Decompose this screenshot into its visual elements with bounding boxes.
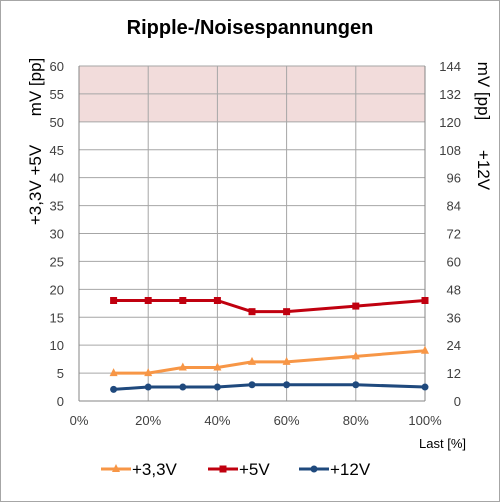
right-y-tick-label: 120 bbox=[439, 115, 461, 130]
series-33V-point bbox=[213, 362, 222, 371]
series-33V-point bbox=[282, 356, 291, 365]
left-y-tick-label: 60 bbox=[50, 59, 64, 74]
left-y-tick-label: 5 bbox=[57, 366, 64, 381]
series-12V-point bbox=[352, 381, 360, 389]
legend: +3,3V +5V +12V bbox=[101, 460, 371, 479]
right-y-tick-label: 0 bbox=[454, 394, 461, 409]
legend-label: +12V bbox=[330, 460, 371, 479]
right-y-tick-label: 84 bbox=[447, 199, 461, 214]
left-y-tick-label: 35 bbox=[50, 199, 64, 214]
series-12V-line bbox=[113, 383, 426, 391]
x-tick-label: 40% bbox=[204, 413, 230, 428]
series-12V-point bbox=[213, 383, 221, 391]
chart-title: Ripple-/Noisespannungen bbox=[127, 17, 374, 39]
series-12V-point bbox=[248, 381, 256, 389]
left-y-tick-label: 30 bbox=[50, 227, 64, 242]
left-y-tick-label: 15 bbox=[50, 310, 64, 325]
series-12V-point bbox=[421, 383, 429, 391]
x-tick-label: 60% bbox=[274, 413, 300, 428]
series-33V-point bbox=[248, 356, 256, 365]
right-y-tick-label: 24 bbox=[447, 338, 461, 353]
x-tick-label: 20% bbox=[135, 413, 161, 428]
right-y-tick-label: 108 bbox=[439, 143, 461, 158]
right-axis-label-bottom: +12V bbox=[474, 150, 493, 191]
legend-label: +5V bbox=[239, 460, 270, 479]
right-y-tick-label: 96 bbox=[447, 171, 461, 186]
left-y-tick-label: 55 bbox=[50, 87, 64, 102]
series-33V-point bbox=[144, 368, 153, 377]
legend-label: +3,3V bbox=[132, 460, 178, 479]
right-y-tick-label: 60 bbox=[447, 254, 461, 269]
series-5V-point bbox=[179, 297, 187, 304]
series-5V-point bbox=[213, 297, 221, 304]
x-tick-label: 100% bbox=[408, 413, 442, 428]
right-y-tick-label: 72 bbox=[447, 227, 461, 242]
x-ticks: 0% 20% 40% 60% 80% 100% bbox=[70, 413, 442, 428]
left-y-tick-label: 20 bbox=[50, 282, 64, 297]
series-layer bbox=[109, 297, 429, 393]
left-y-tick-label: 45 bbox=[50, 143, 64, 158]
series-5V-line bbox=[113, 299, 426, 314]
left-y-tick-label: 25 bbox=[50, 254, 64, 269]
gridlines bbox=[78, 65, 426, 402]
series-33V-line bbox=[113, 349, 426, 375]
left-axis-label-bottom: +3,3V +5V bbox=[26, 144, 45, 225]
left-y-tick-label: 0 bbox=[57, 394, 64, 409]
series-33V-point bbox=[351, 351, 360, 360]
series-12V-point bbox=[110, 385, 118, 393]
series-12V-point bbox=[144, 383, 152, 391]
series-33V-point bbox=[109, 368, 118, 377]
legend-marker bbox=[112, 464, 120, 472]
series-33V-point bbox=[178, 362, 187, 371]
x-tick-label: 80% bbox=[343, 413, 369, 428]
series-12V-point bbox=[283, 381, 291, 389]
right-y-tick-label: 48 bbox=[447, 282, 461, 297]
left-y-tick-label: 10 bbox=[50, 338, 64, 353]
series-12V-point bbox=[179, 383, 187, 391]
series-5V-point bbox=[248, 308, 256, 316]
right-y-tick-label: 144 bbox=[439, 59, 461, 74]
series-5V-point bbox=[352, 302, 360, 310]
x-axis-label: Last [%] bbox=[419, 436, 466, 451]
left-y-tick-label: 40 bbox=[50, 171, 64, 186]
x-tick-label: 0% bbox=[70, 413, 89, 428]
plot-axes bbox=[78, 66, 426, 402]
legend-marker bbox=[310, 465, 318, 473]
left-y-ticks: 0 5 10 15 20 25 30 35 40 45 50 55 60 bbox=[50, 59, 64, 409]
right-y-ticks: 0 12 24 36 48 60 72 84 96 108 120 132 144 bbox=[439, 59, 461, 409]
right-y-tick-label: 132 bbox=[439, 87, 461, 102]
right-y-tick-label: 36 bbox=[447, 310, 461, 325]
series-5V-point bbox=[283, 308, 291, 316]
series-33V-point bbox=[421, 345, 429, 354]
right-y-tick-label: 12 bbox=[447, 366, 461, 381]
series-5V-point bbox=[144, 297, 152, 304]
left-axis-label-top: mV [pp] bbox=[26, 58, 45, 117]
legend-marker bbox=[219, 465, 227, 473]
right-axis-label-top: mV [pp] bbox=[474, 62, 493, 121]
left-y-tick-label: 50 bbox=[50, 115, 64, 130]
series-5V-point bbox=[421, 297, 429, 304]
series-5V-point bbox=[110, 297, 118, 304]
